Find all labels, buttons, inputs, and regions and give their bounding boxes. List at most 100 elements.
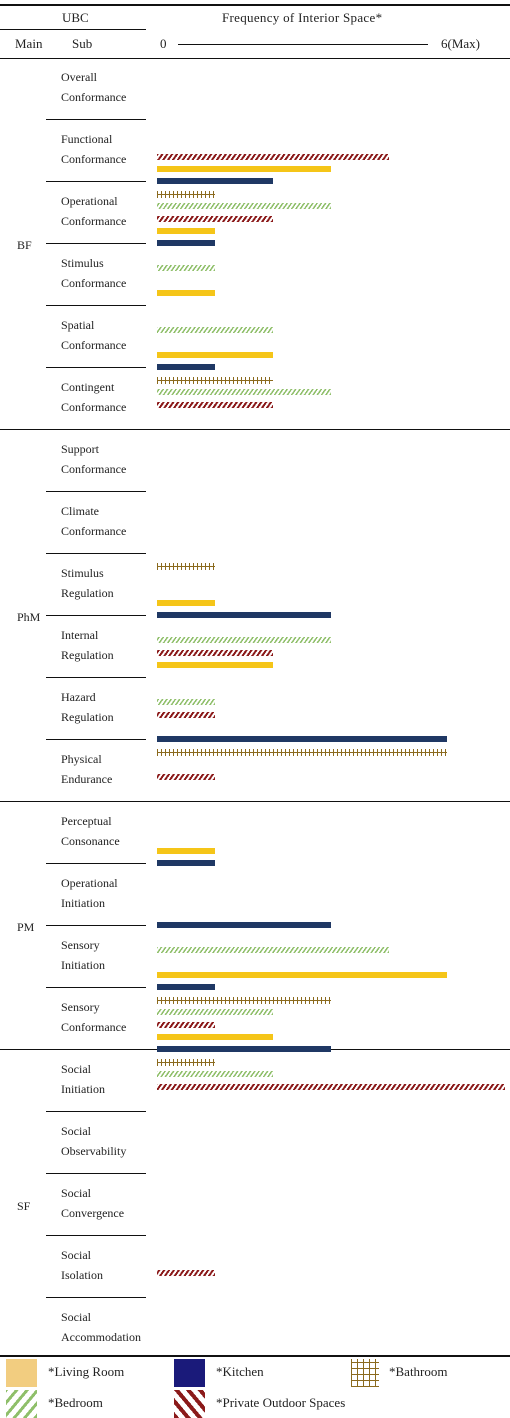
sub-label-line1: Contingent [61, 380, 115, 394]
sub-label-line1: Overall [61, 70, 97, 84]
bar-outdoor [157, 154, 389, 160]
sub-label-line1: Social [61, 1248, 91, 1262]
sub-row-separator [46, 925, 146, 926]
sub-label-line2: Initiation [61, 1082, 105, 1096]
sub-label-line2: Observability [61, 1144, 127, 1158]
bar-kitchen [157, 736, 447, 742]
sub-label-line2: Initiation [61, 958, 105, 972]
main-group-label: BF [17, 238, 32, 252]
sub-label-line2: Initiation [61, 896, 105, 910]
sub-label-line1: Stimulus [61, 566, 104, 580]
sub-row-separator [46, 615, 146, 616]
bar-outdoor [157, 774, 215, 780]
sub-label-line1: Sensory [61, 938, 100, 952]
bar-bedroom [157, 1071, 273, 1077]
sub-label-line1: Climate [61, 504, 99, 518]
bar-kitchen [157, 984, 215, 990]
sub-label-line2: Accommodation [61, 1330, 141, 1344]
sub-row-separator [46, 243, 146, 244]
sub-row-separator [46, 1235, 146, 1236]
legend-swatch-living [6, 1359, 37, 1387]
sub-label-line2: Conformance [61, 90, 127, 104]
sub-label-line1: Social [61, 1186, 91, 1200]
bar-bathroom [157, 749, 447, 756]
sub-label-line1: Hazard [61, 690, 96, 704]
bar-living [157, 848, 215, 854]
bar-living [157, 662, 273, 668]
bar-bedroom [157, 265, 215, 271]
sub-label-line1: Functional [61, 132, 113, 146]
sub-label-line2: Regulation [61, 586, 114, 600]
sub-label-line2: Conformance [61, 152, 127, 166]
sub-row-separator [46, 1111, 146, 1112]
bar-kitchen [157, 1046, 331, 1052]
sub-label-line2: Conformance [61, 214, 127, 228]
sub-label-line2: Conformance [61, 462, 127, 476]
sub-row-separator [46, 181, 146, 182]
bar-living [157, 228, 215, 234]
header-main: Main [15, 36, 43, 51]
bar-kitchen [157, 860, 215, 866]
sub-label-line1: Social [61, 1062, 91, 1076]
sub-row-separator [46, 987, 146, 988]
bar-living [157, 166, 331, 172]
legend-swatch-bathroom [351, 1359, 379, 1387]
sub-label-line2: Isolation [61, 1268, 103, 1282]
sub-label-line1: Physical [61, 752, 102, 766]
header-frequency-title: Frequency of Interior Space* [222, 10, 383, 25]
sub-label-line1: Operational [61, 194, 118, 208]
bar-outdoor [157, 1084, 505, 1090]
bar-bedroom [157, 327, 273, 333]
sub-row-separator [46, 305, 146, 306]
sub-label-line1: Sensory [61, 1000, 100, 1014]
legend-label-living: *Living Room [48, 1364, 125, 1379]
group-divider [0, 801, 510, 802]
bar-kitchen [157, 922, 331, 928]
sub-label-line2: Regulation [61, 648, 114, 662]
bar-kitchen [157, 240, 215, 246]
sub-label-line2: Conformance [61, 338, 127, 352]
sub-row-separator [46, 863, 146, 864]
bar-living [157, 600, 215, 606]
axis-min-label: 0 [160, 36, 167, 51]
sub-label-line1: Operational [61, 876, 118, 890]
header-ubc: UBC [62, 10, 89, 25]
sub-label-line2: Conformance [61, 1020, 127, 1034]
legend-top-border [0, 1355, 510, 1357]
bar-outdoor [157, 216, 273, 222]
sub-label-line2: Convergence [61, 1206, 125, 1220]
sub-row-separator [46, 1173, 146, 1174]
sub-label-line1: Support [61, 442, 100, 456]
sub-row-separator [46, 119, 146, 120]
sub-row-separator [46, 739, 146, 740]
bar-bathroom [157, 1059, 215, 1066]
legend-label-outdoor: *Private Outdoor Spaces [216, 1395, 346, 1410]
bar-living [157, 290, 215, 296]
sub-row-separator [46, 553, 146, 554]
bar-outdoor [157, 712, 215, 718]
legend-swatch-bedroom [6, 1390, 37, 1418]
bar-kitchen [157, 364, 215, 370]
legend-label-bathroom: *Bathroom [389, 1364, 448, 1379]
sub-label-line2: Consonance [61, 834, 120, 848]
bar-bedroom [157, 1009, 273, 1015]
sub-label-line2: Conformance [61, 276, 127, 290]
sub-label-line1: Perceptual [61, 814, 112, 828]
sub-label-line1: Social [61, 1310, 91, 1324]
bar-bedroom [157, 389, 331, 395]
bar-bathroom [157, 377, 273, 384]
group-divider [0, 429, 510, 430]
sub-row-separator [46, 367, 146, 368]
sub-row-separator [46, 491, 146, 492]
bar-outdoor [157, 402, 273, 408]
bar-bedroom [157, 203, 331, 209]
main-group-label: PM [17, 920, 35, 934]
top-border [0, 4, 510, 6]
bar-bathroom [157, 997, 331, 1004]
bar-outdoor [157, 650, 273, 656]
sub-label-line2: Conformance [61, 400, 127, 414]
bar-living [157, 352, 273, 358]
legend-label-kitchen: *Kitchen [216, 1364, 264, 1379]
bar-bedroom [157, 947, 389, 953]
